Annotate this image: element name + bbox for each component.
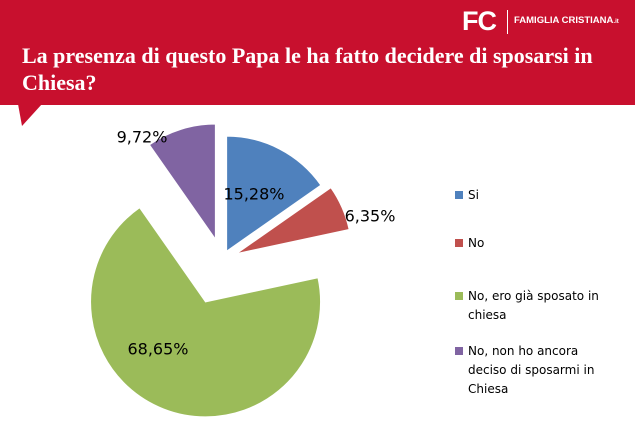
logo: FC — [462, 6, 497, 36]
legend-swatch — [455, 292, 463, 300]
pie-slice — [90, 206, 322, 418]
legend-label: No — [468, 236, 485, 250]
data-label: 6,35% — [345, 207, 396, 226]
data-label: 68,65% — [127, 340, 188, 359]
brand: FAMIGLIA CRISTIANA.it — [514, 15, 619, 26]
data-label: 15,28% — [223, 185, 284, 204]
legend-swatch — [455, 191, 463, 199]
pie-slice — [236, 186, 350, 255]
data-label: 9,72% — [117, 128, 168, 147]
legend-label: No, non ho ancora deciso di sposarmi in … — [468, 344, 595, 396]
banner-notch — [18, 104, 42, 126]
pie-slice — [148, 123, 216, 241]
header-banner — [0, 0, 635, 105]
legend-label: Si — [468, 188, 479, 202]
chart-title: La presenza di questo Papa le ha fatto d… — [22, 43, 593, 95]
logo-separator — [507, 10, 508, 34]
legend-swatch — [455, 347, 463, 355]
brand-name: FAMIGLIA CRISTIANA — [514, 15, 614, 26]
legend-swatch — [455, 239, 463, 247]
pie-slice — [226, 135, 322, 253]
brand-suffix: .it — [613, 19, 619, 25]
legend-label: No, ero già sposato in chiesa — [468, 289, 599, 322]
